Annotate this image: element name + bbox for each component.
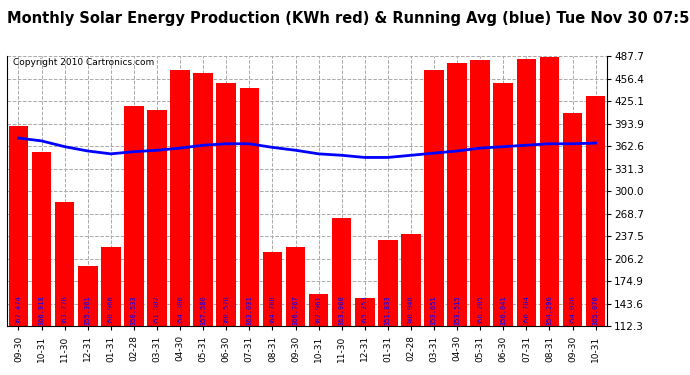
Text: Copyright 2010 Cartronics.com: Copyright 2010 Cartronics.com: [13, 58, 154, 67]
Text: 366.918: 366.918: [39, 295, 45, 325]
Text: 357.586: 357.586: [200, 295, 206, 325]
Bar: [471, 60, 490, 375]
Bar: [9, 126, 28, 375]
Bar: [170, 70, 190, 375]
Text: 365.253: 365.253: [362, 295, 368, 325]
Bar: [563, 113, 582, 375]
Bar: [263, 252, 282, 375]
Text: 354.020: 354.020: [569, 295, 575, 325]
Text: Monthly Solar Energy Production (KWh red) & Running Avg (blue) Tue Nov 30 07:56: Monthly Solar Energy Production (KWh red…: [7, 11, 690, 26]
Text: 351.382: 351.382: [154, 295, 160, 325]
Bar: [239, 88, 259, 375]
Text: 363.031: 363.031: [246, 295, 253, 325]
Bar: [147, 110, 167, 375]
Bar: [217, 83, 236, 375]
Bar: [32, 152, 51, 375]
Text: 356.205: 356.205: [477, 295, 483, 325]
Text: 365.070: 365.070: [593, 295, 599, 325]
Bar: [101, 248, 121, 375]
Bar: [78, 266, 97, 375]
Text: 360.578: 360.578: [224, 295, 229, 325]
Bar: [124, 106, 144, 375]
Text: 362.961: 362.961: [315, 295, 322, 325]
Bar: [332, 218, 351, 375]
Bar: [286, 248, 305, 375]
Bar: [193, 73, 213, 375]
Text: 366.767: 366.767: [293, 295, 299, 325]
Text: 355.361: 355.361: [85, 295, 90, 325]
Text: 351.833: 351.833: [385, 295, 391, 325]
Text: 350.533: 350.533: [131, 295, 137, 325]
Bar: [586, 96, 605, 375]
Bar: [424, 70, 444, 375]
Text: 353.515: 353.515: [454, 295, 460, 325]
Text: 353.651: 353.651: [431, 295, 437, 325]
Bar: [517, 59, 536, 375]
Text: 354.296: 354.296: [546, 295, 553, 325]
Text: 363.960: 363.960: [339, 295, 345, 325]
Bar: [493, 83, 513, 375]
Text: 348.946: 348.946: [408, 295, 414, 325]
Bar: [401, 234, 421, 375]
Bar: [309, 294, 328, 375]
Text: 356.704: 356.704: [524, 295, 529, 325]
Bar: [540, 57, 560, 375]
Text: 364.780: 364.780: [269, 295, 275, 325]
Bar: [447, 63, 467, 375]
Bar: [378, 240, 397, 375]
Bar: [355, 298, 375, 375]
Text: 350.966: 350.966: [108, 295, 114, 325]
Text: 367.474: 367.474: [15, 295, 21, 325]
Text: 356.041: 356.041: [500, 295, 506, 325]
Text: 354.306: 354.306: [177, 295, 183, 325]
Text: 363.778: 363.778: [61, 295, 68, 325]
Bar: [55, 202, 75, 375]
